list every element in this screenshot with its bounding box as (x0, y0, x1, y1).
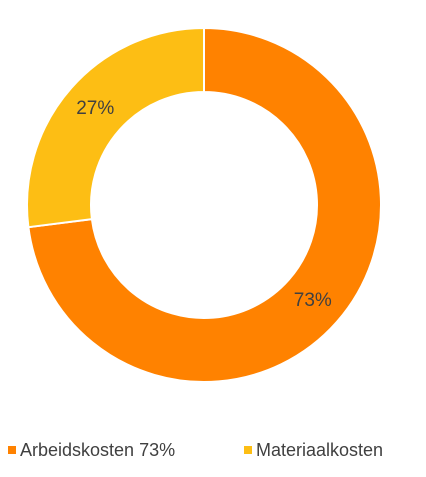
legend-label: Materiaalkosten (256, 440, 383, 460)
legend-swatch (8, 446, 16, 454)
donut-slice (27, 26, 382, 383)
legend-swatch (244, 446, 252, 454)
data-label: 73% (294, 290, 332, 311)
data-label: 27% (76, 98, 114, 119)
donut-slice (26, 26, 205, 229)
legend-label: Arbeidskosten 73% (20, 440, 175, 460)
